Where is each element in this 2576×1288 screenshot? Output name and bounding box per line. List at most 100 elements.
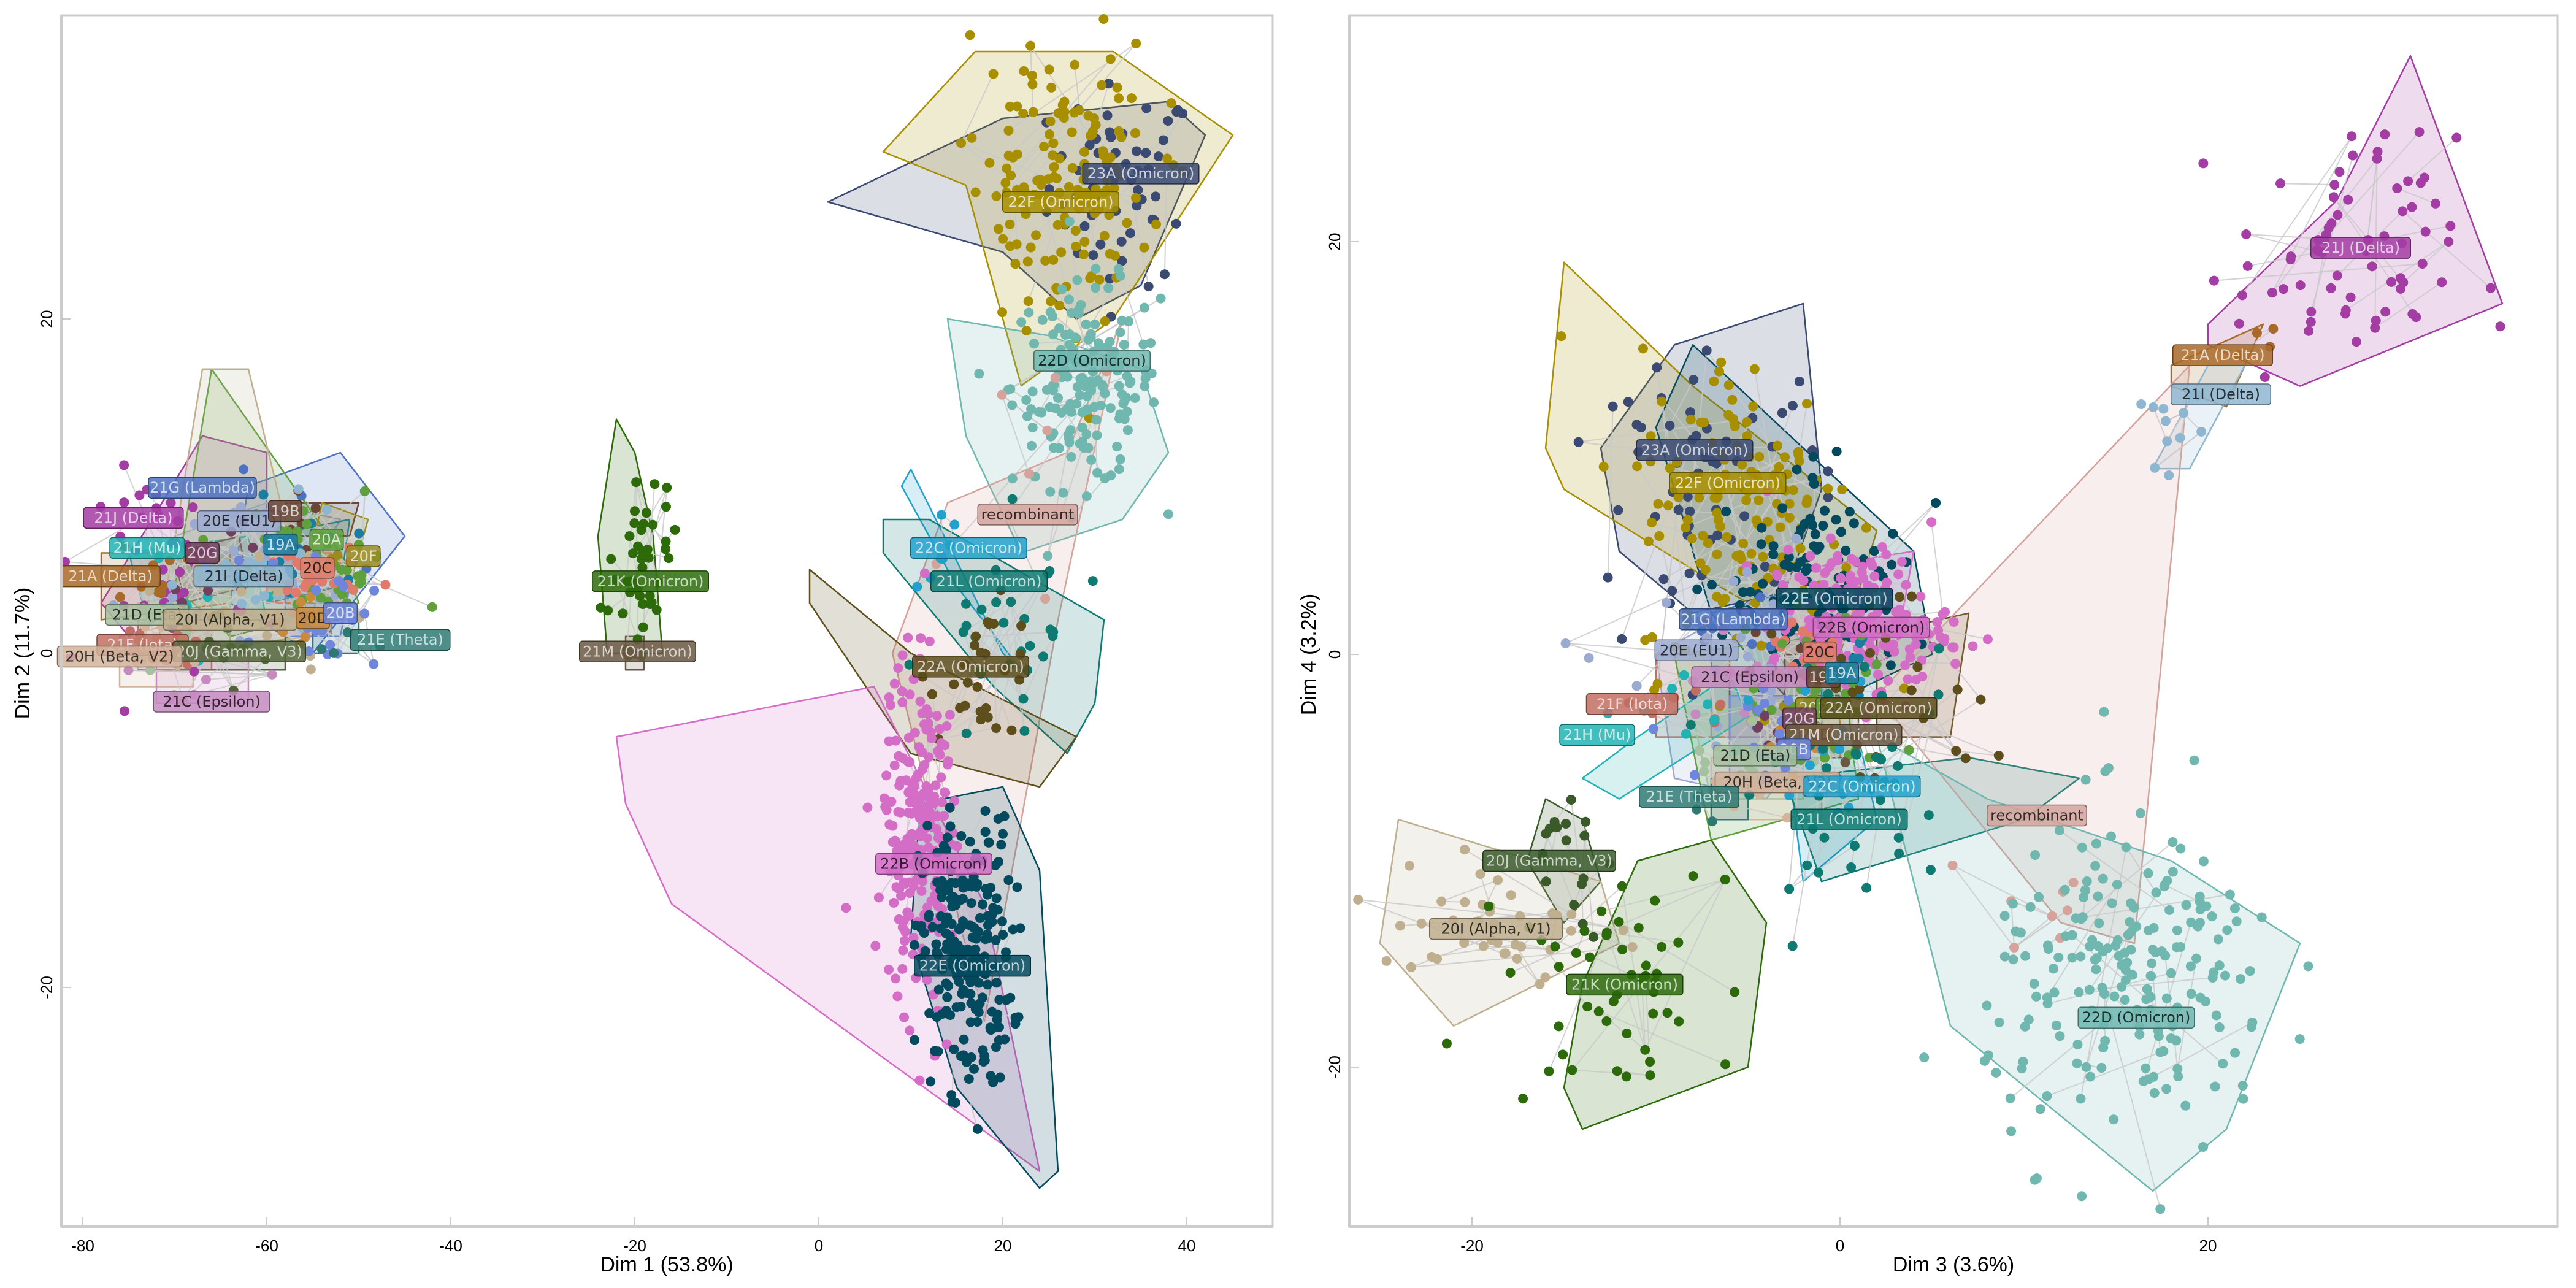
data-point xyxy=(1541,876,1551,887)
data-point xyxy=(891,735,901,746)
clade-label: 21H (Mu) xyxy=(1559,724,1635,746)
data-point xyxy=(1029,339,1040,349)
data-point xyxy=(2237,1081,2248,1091)
data-point xyxy=(1143,282,1154,292)
data-point xyxy=(2068,878,2079,888)
data-point xyxy=(2207,972,2218,983)
data-point xyxy=(986,1071,996,1081)
data-point xyxy=(1561,819,1571,829)
data-point xyxy=(248,542,258,553)
data-point xyxy=(1092,375,1103,386)
clade-label: 22A (Omicron) xyxy=(912,656,1029,678)
data-point xyxy=(2107,898,2117,908)
data-point xyxy=(1127,93,1137,104)
data-point xyxy=(1692,584,1703,594)
network-edge xyxy=(635,481,654,526)
data-point xyxy=(2085,941,2095,952)
data-point xyxy=(1109,183,1119,193)
clade-label-text: 21A (Delta) xyxy=(68,568,152,585)
data-point xyxy=(1105,248,1115,259)
data-point xyxy=(1098,14,1109,24)
data-point xyxy=(1707,580,1717,590)
data-point xyxy=(2126,926,2137,937)
data-point xyxy=(959,1034,969,1045)
data-point xyxy=(946,1090,957,1100)
data-point xyxy=(2094,918,2104,929)
data-point xyxy=(2268,324,2279,334)
data-point xyxy=(922,833,932,843)
data-point xyxy=(1019,66,1029,76)
data-point xyxy=(2175,432,2185,443)
clade-label-text: 20I (Alpha, V1) xyxy=(175,611,285,629)
data-point xyxy=(2109,1114,2119,1125)
data-point xyxy=(1737,459,1747,470)
data-point xyxy=(1794,456,1804,466)
data-point xyxy=(2180,1100,2191,1111)
data-point xyxy=(2121,842,2131,853)
data-point xyxy=(2209,275,2219,286)
data-point xyxy=(1554,962,1564,972)
data-point xyxy=(1083,443,1094,453)
data-point xyxy=(1982,634,1993,645)
data-point xyxy=(1064,217,1075,227)
data-point xyxy=(1044,64,1054,75)
data-point xyxy=(1086,271,1097,282)
data-point xyxy=(991,191,1002,201)
data-point xyxy=(329,648,339,658)
data-point xyxy=(1146,368,1157,378)
data-point xyxy=(1404,861,1414,871)
network-edge xyxy=(995,570,1025,731)
data-point xyxy=(904,659,914,670)
data-point xyxy=(2247,1017,2258,1027)
data-point xyxy=(2245,966,2255,976)
data-point xyxy=(2220,970,2231,981)
data-point xyxy=(1768,549,1779,559)
data-point xyxy=(236,586,247,597)
data-point xyxy=(1027,423,1038,433)
clade-label-text: 22A (Omicron) xyxy=(917,658,1024,675)
data-point xyxy=(927,689,937,699)
data-point xyxy=(1416,918,1427,929)
data-point xyxy=(2020,1021,2030,1032)
data-point xyxy=(1900,660,1911,670)
data-point xyxy=(924,752,934,762)
clade-label: 20E (EU1) xyxy=(1654,639,1739,662)
data-point xyxy=(978,1045,988,1056)
data-point xyxy=(661,536,671,546)
data-point xyxy=(2198,856,2209,867)
y-tick-label: -20 xyxy=(37,976,56,999)
data-point xyxy=(1926,517,1937,527)
data-point xyxy=(942,832,953,843)
data-point xyxy=(1720,1059,1731,1070)
data-point xyxy=(1621,1071,1631,1082)
data-point xyxy=(2222,925,2233,935)
data-point xyxy=(1139,302,1149,313)
network-edge xyxy=(1117,269,1144,345)
data-point xyxy=(1042,425,1052,435)
data-point xyxy=(1907,591,1917,602)
data-point xyxy=(984,158,995,168)
data-point xyxy=(1758,551,1768,562)
data-point xyxy=(629,506,640,516)
clade-label-text: 22A (Omicron) xyxy=(1825,699,1933,716)
data-point xyxy=(922,821,933,831)
data-point xyxy=(1050,372,1060,383)
data-point xyxy=(228,546,239,556)
clade-label: 21C (Epsilon) xyxy=(1691,666,1809,688)
network-edge xyxy=(1023,155,1054,188)
data-point xyxy=(884,692,894,703)
data-point xyxy=(1441,1038,1452,1049)
data-point xyxy=(1712,508,1722,518)
data-point xyxy=(2117,981,2127,992)
data-point xyxy=(1808,451,1819,462)
data-point xyxy=(1171,218,1181,229)
data-point xyxy=(1747,716,1757,727)
data-point xyxy=(1976,694,1986,705)
data-point xyxy=(910,1035,920,1045)
data-point xyxy=(1849,518,1859,529)
data-point xyxy=(120,706,130,716)
data-point xyxy=(1048,329,1059,340)
data-point xyxy=(1721,506,1731,516)
data-point xyxy=(1048,138,1059,148)
data-point xyxy=(1086,454,1097,465)
